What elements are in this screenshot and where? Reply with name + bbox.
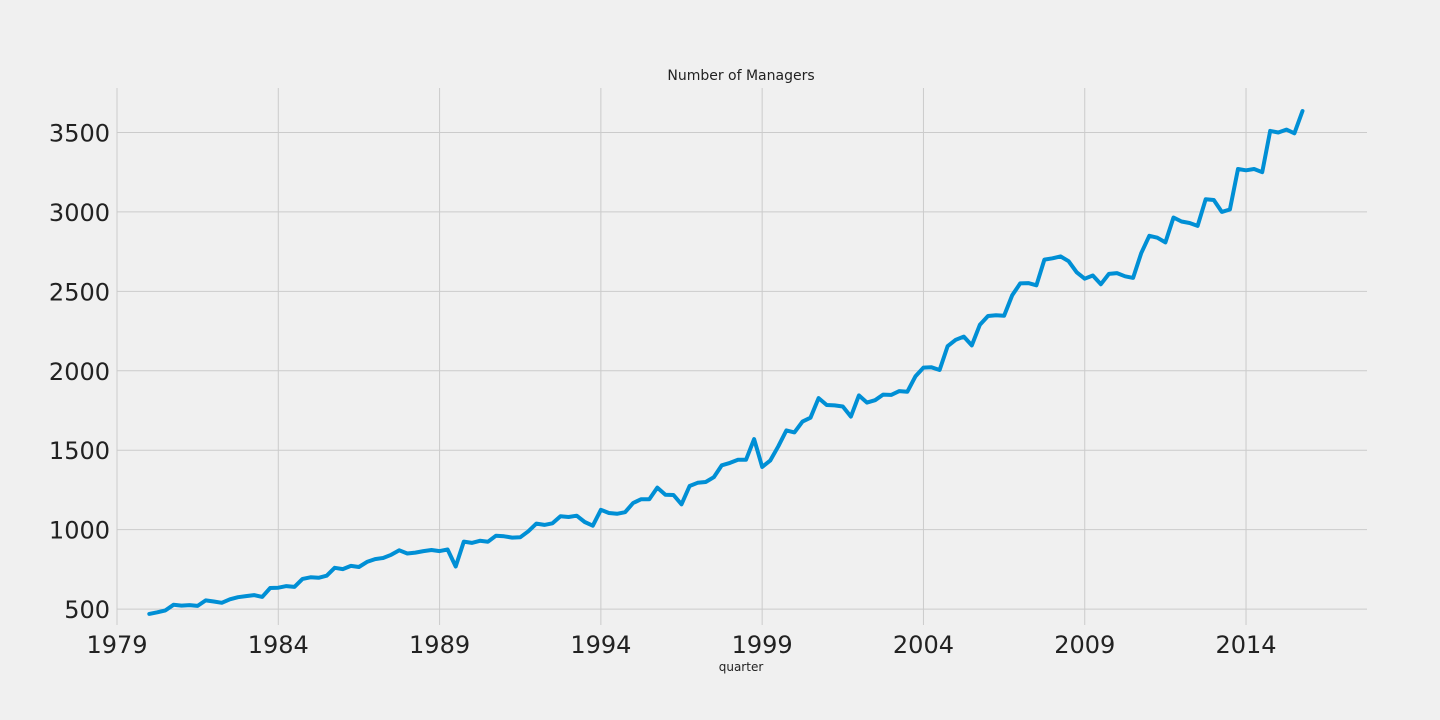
tick-labels: 1979 1984 1989 1994 1999 2004 2009 2014 500 1000 1… xyxy=(49,119,1277,659)
x-tick-label: 2004 xyxy=(893,631,954,659)
y-tick-label: 500 xyxy=(64,596,110,624)
y-tick-label: 3500 xyxy=(49,119,110,147)
x-tick-label: 1999 xyxy=(732,631,793,659)
x-axis-label: quarter xyxy=(719,660,764,674)
x-tick-label: 2009 xyxy=(1054,631,1115,659)
y-tick-label: 2500 xyxy=(49,278,110,306)
y-tick-label: 1500 xyxy=(49,437,110,465)
gridlines xyxy=(116,88,1367,625)
x-tick-label: 1979 xyxy=(86,631,147,659)
x-tick-label: 1989 xyxy=(409,631,470,659)
x-tick-label: 1984 xyxy=(248,631,309,659)
series-line xyxy=(147,109,1305,616)
y-tick-label: 1000 xyxy=(49,517,110,545)
x-tick-label: 1994 xyxy=(570,631,631,659)
chart-title: Number of Managers xyxy=(667,68,814,84)
series-layer xyxy=(147,109,1305,616)
y-tick-label: 3000 xyxy=(49,199,110,227)
y-tick-label: 2000 xyxy=(49,358,110,386)
x-tick-label: 2014 xyxy=(1215,631,1276,659)
